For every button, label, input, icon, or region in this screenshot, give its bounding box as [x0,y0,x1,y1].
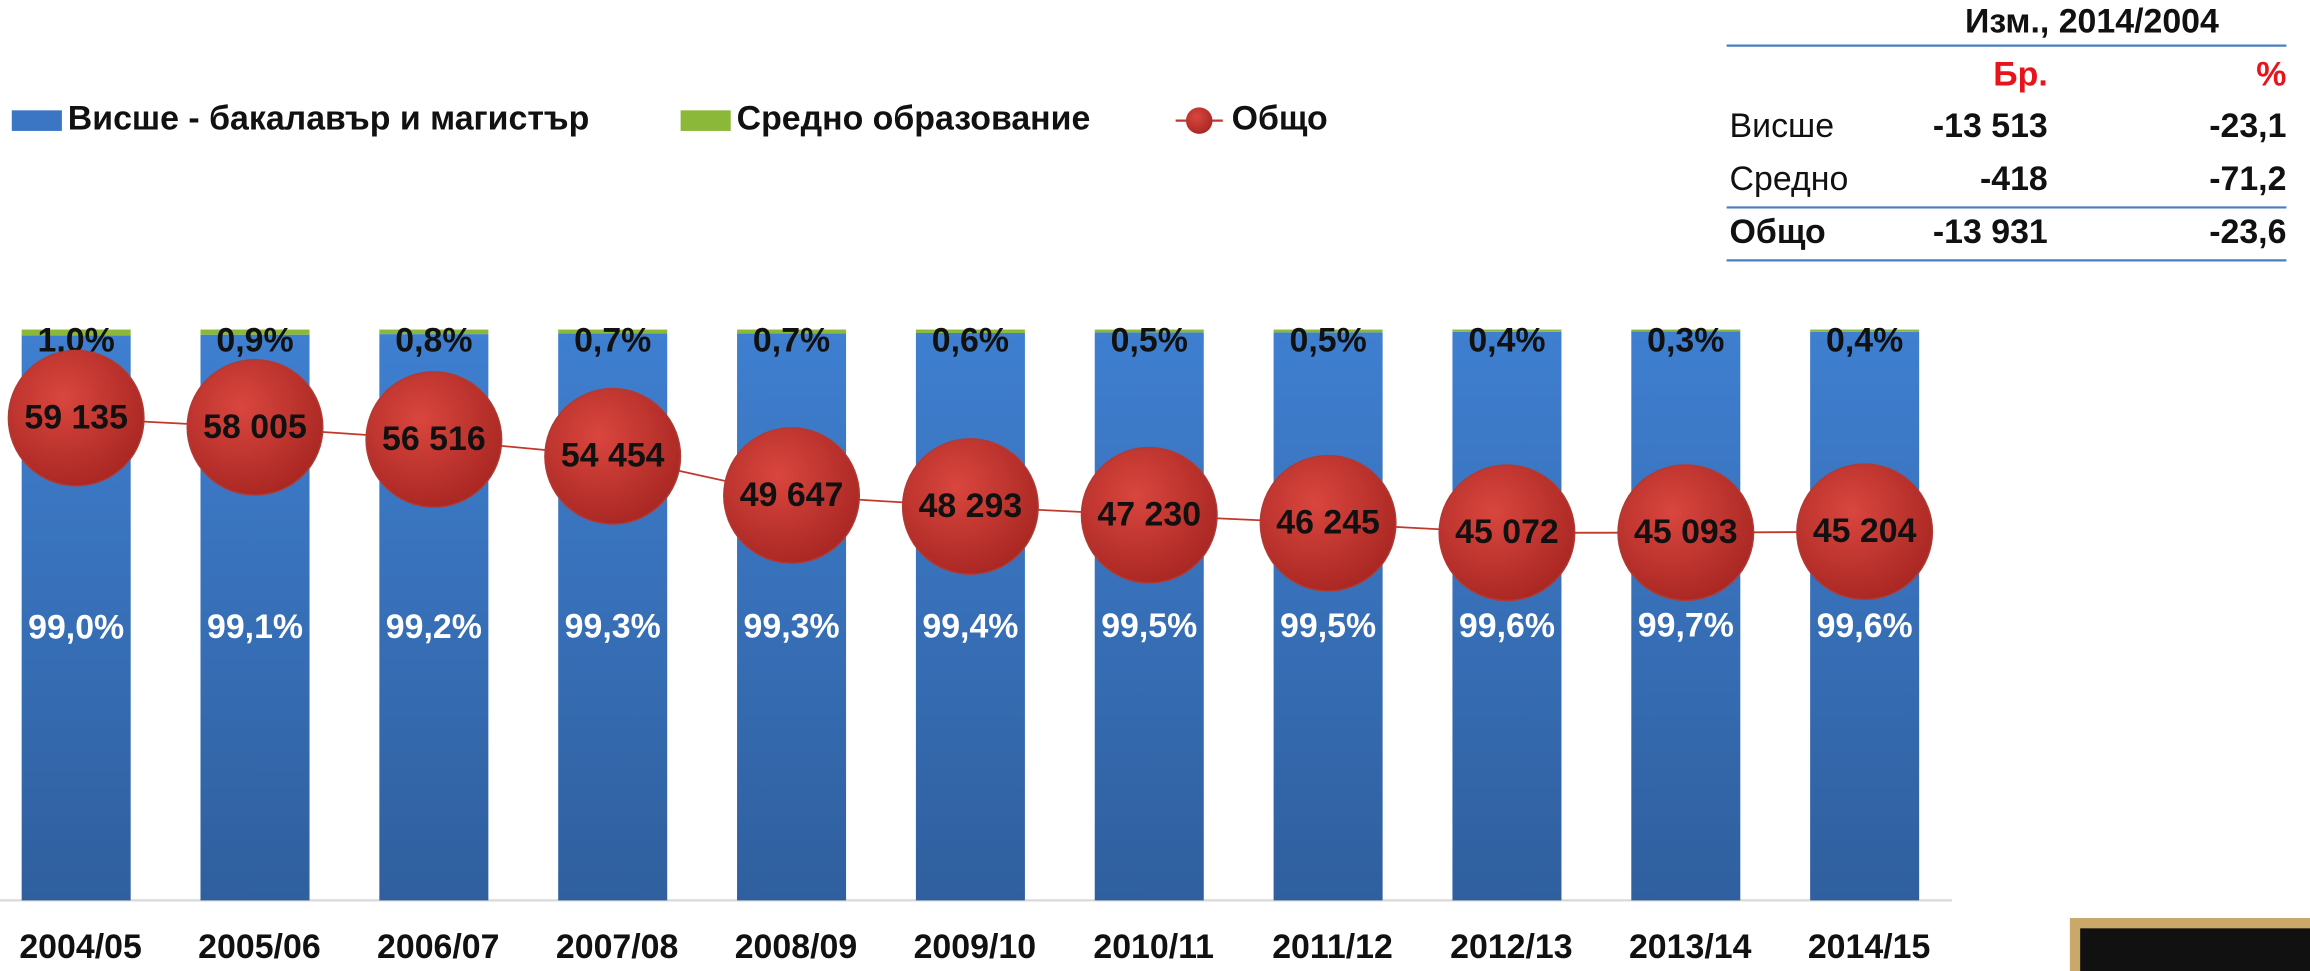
data-label: 99,6% [1459,607,1555,645]
table-cell: -13 513 [1933,107,2048,145]
bar [1094,332,1204,901]
bar [1810,331,1920,901]
legend-swatch [11,110,62,131]
data-label: 0,3% [1647,322,1724,360]
data-label: 0,9% [216,322,293,360]
x-tick-label: 2006/07 [377,928,499,966]
data-label: 99,3% [565,608,661,646]
bar [1094,329,1204,333]
bar [1810,329,1920,332]
data-label: 0,8% [395,322,472,360]
x-tick-label: 2011/12 [1272,928,1393,966]
bar [1631,329,1741,332]
line-marker [544,387,682,525]
x-tick-label: 2013/14 [1629,928,1752,966]
line-marker [1796,463,1934,601]
data-label: 99,5% [1280,607,1376,645]
legend-label: Висше - бакалавър и магистър [68,100,590,138]
x-tick-label: 2010/11 [1093,928,1214,966]
data-label: 0,7% [753,322,830,360]
bar [737,329,847,334]
table-cell: -23,1 [2209,107,2286,145]
data-label: 99,7% [1638,607,1734,645]
line-marker [7,349,145,487]
bar [200,329,310,335]
bar [1273,332,1383,901]
table-cell: -418 [1980,160,2048,198]
table-cell: -23,6 [2209,213,2286,251]
x-tick-label: 2005/06 [198,928,320,966]
bar [1631,331,1741,901]
line-marker [1080,446,1218,584]
bar [1273,329,1383,333]
data-label: 58 005 [203,408,307,446]
table-cell: -13 931 [1933,213,2048,251]
data-label: 47 230 [1097,496,1201,534]
table-row-label: Средно [1730,160,1849,198]
x-tick-label: 2014/15 [1808,928,1930,966]
bar [379,329,489,335]
data-label: 48 293 [919,487,1023,525]
bar [915,329,1025,333]
line-marker [901,438,1039,575]
data-label: 0,4% [1826,322,1903,360]
data-label: 49 647 [740,476,844,514]
x-tick-label: 2008/09 [735,928,857,966]
legend-label: Средно образование [737,100,1091,138]
data-label: 0,4% [1468,322,1545,360]
table-header: Бр. [1993,55,2047,93]
data-label: 0,5% [1111,322,1188,360]
x-tick-label: 2012/13 [1450,928,1572,966]
bar [558,329,668,334]
x-tick-label: 2009/10 [914,928,1036,966]
table-row-label: Висше [1730,107,1834,145]
data-label: 45 072 [1455,513,1559,551]
data-label: 46 245 [1276,504,1380,542]
line-marker [186,358,324,496]
data-label: 45 204 [1813,512,1917,550]
table-header: % [2256,55,2286,93]
data-label: 99,4% [922,607,1018,645]
bar [915,332,1025,901]
bar [1452,331,1562,901]
line-marker [1617,464,1755,602]
line-marker [1259,454,1397,592]
line-marker [723,427,861,564]
legend-marker [1185,107,1213,134]
table-row-label: Общо [1730,213,1826,251]
data-label: 99,0% [28,609,124,647]
table-title: Изм., 2014/2004 [1965,2,2219,40]
data-label: 0,7% [574,322,651,360]
data-label: 54 454 [561,437,665,475]
data-label: 45 093 [1634,513,1738,551]
line-marker [365,371,503,508]
data-label: 0,5% [1289,322,1366,360]
bar [21,329,131,336]
table-cell: -71,2 [2209,160,2286,198]
data-label: 59 135 [24,399,128,437]
legend-swatch [680,110,731,131]
data-label: 99,1% [207,608,303,646]
data-label: 99,5% [1101,607,1197,645]
bar [1452,329,1562,332]
line-marker [1438,464,1576,602]
x-tick-label: 2007/08 [556,928,678,966]
decoration [2080,928,2310,971]
data-label: 56 516 [382,420,486,458]
data-label: 99,3% [744,608,840,646]
data-label: 0,6% [932,322,1009,360]
x-tick-label: 2004/05 [19,928,141,966]
legend-label: Общо [1232,100,1328,138]
data-label: 99,2% [386,608,482,646]
data-label: 99,6% [1817,607,1913,645]
